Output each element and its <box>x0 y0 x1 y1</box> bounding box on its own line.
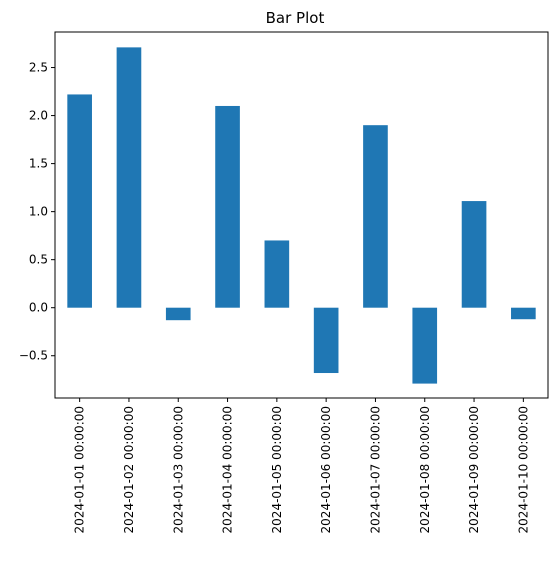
bar-8 <box>412 307 438 384</box>
plot-frame <box>54 31 549 399</box>
x-tick-label-8: 2024-01-08 00:00:00 <box>418 406 432 533</box>
bar-4 <box>215 105 240 308</box>
bar-3 <box>165 307 191 321</box>
y-tick-label-7: 2.5 <box>29 61 48 75</box>
y-tick-label-4: 1.0 <box>29 205 48 219</box>
x-tick-label-5: 2024-01-05 00:00:00 <box>270 406 284 533</box>
y-tick-label-1: −0.5 <box>19 349 48 363</box>
x-tick-label-10: 2024-01-10 00:00:00 <box>516 406 530 533</box>
chart-title: Bar Plot <box>266 9 325 27</box>
x-tick-label-4: 2024-01-04 00:00:00 <box>221 406 235 533</box>
x-axis: 2024-01-01 00:00:00 2024-01-02 00:00:00 20… <box>73 398 530 533</box>
y-tick-label-3: 0.5 <box>29 253 48 267</box>
bar-7 <box>363 125 388 308</box>
bar-2 <box>116 47 142 308</box>
x-tick-label-6: 2024-01-06 00:00:00 <box>319 406 333 533</box>
x-tick-label-1: 2024-01-01 00:00:00 <box>73 406 87 533</box>
y-tick-label-2: 0.0 <box>29 301 48 315</box>
y-tick-label-6: 2.0 <box>29 109 48 123</box>
x-tick-label-7: 2024-01-07 00:00:00 <box>368 406 382 533</box>
bar-6 <box>313 307 339 374</box>
y-tick-label-5: 1.5 <box>29 157 48 171</box>
y-axis: −0.5 0.0 0.5 1.0 1.5 2.0 2.5 <box>19 61 55 363</box>
bar-10 <box>511 307 536 320</box>
bar-9 <box>461 201 487 308</box>
x-tick-label-2: 2024-01-02 00:00:00 <box>122 406 136 533</box>
bar-5 <box>264 240 290 308</box>
x-tick-label-9: 2024-01-09 00:00:00 <box>467 406 481 533</box>
bars-group <box>67 47 536 384</box>
x-tick-label-3: 2024-01-03 00:00:00 <box>171 406 185 533</box>
bar-1 <box>67 94 92 308</box>
